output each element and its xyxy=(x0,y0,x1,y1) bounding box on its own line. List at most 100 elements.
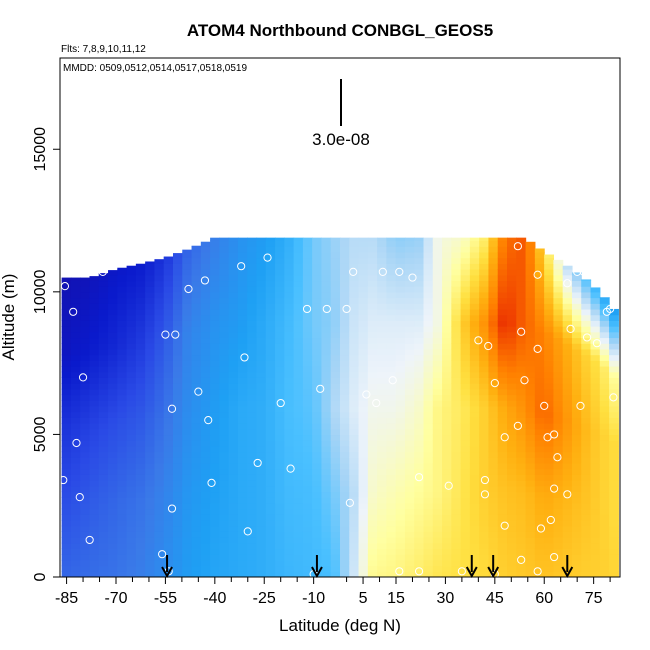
heatmap-cell xyxy=(581,445,592,453)
heatmap-cell xyxy=(581,388,592,396)
heatmap-cell xyxy=(497,571,508,577)
heatmap-cell xyxy=(191,354,202,361)
heatmap-cell xyxy=(172,457,183,464)
heatmap-cell xyxy=(404,462,415,470)
heatmap-cell xyxy=(228,405,239,413)
heatmap-cell xyxy=(228,491,239,498)
heatmap-cell xyxy=(479,269,490,276)
heatmap-cell xyxy=(256,286,267,293)
heatmap-cell xyxy=(386,571,397,577)
heatmap-cell xyxy=(423,303,434,310)
heatmap-cell xyxy=(182,531,193,538)
heatmap-cell xyxy=(358,417,369,424)
heatmap-cell xyxy=(590,480,601,487)
heatmap-cell xyxy=(247,237,258,242)
heatmap-cell xyxy=(293,462,304,470)
heatmap-cell xyxy=(108,343,118,350)
heatmap-cell xyxy=(460,286,471,293)
heatmap-cell xyxy=(451,440,462,447)
heatmap-cell xyxy=(349,519,360,527)
heatmap-cell xyxy=(497,291,508,299)
heatmap-cell xyxy=(117,274,128,282)
heatmap-cell xyxy=(256,474,267,481)
heatmap-cell xyxy=(89,405,100,413)
heatmap-cell xyxy=(599,462,610,470)
heatmap-cell xyxy=(200,417,211,424)
heatmap-cell xyxy=(237,383,248,390)
heatmap-cell xyxy=(553,331,564,339)
heatmap-cell xyxy=(312,343,323,350)
heatmap-cell xyxy=(330,237,341,242)
heatmap-cell xyxy=(497,434,508,441)
heatmap-cell xyxy=(367,428,378,436)
heatmap-cell xyxy=(507,360,517,367)
heatmap-cell xyxy=(377,360,387,367)
heatmap-cell xyxy=(488,297,499,304)
heatmap-cell xyxy=(145,411,156,418)
heatmap-cell xyxy=(256,263,267,270)
heatmap-cell xyxy=(414,263,425,270)
heatmap-cell xyxy=(61,277,72,282)
heatmap-cell xyxy=(377,445,387,453)
heatmap-cell xyxy=(321,451,332,458)
heatmap-cell xyxy=(98,280,109,287)
heatmap-cell xyxy=(544,554,555,561)
heatmap-cell xyxy=(609,388,619,396)
heatmap-cell xyxy=(488,514,499,521)
heatmap-cell xyxy=(135,320,146,327)
sample-point xyxy=(533,344,542,353)
heatmap-cell xyxy=(377,303,387,310)
heatmap-cell xyxy=(377,457,387,464)
heatmap-cell xyxy=(89,554,100,561)
heatmap-cell xyxy=(321,337,332,344)
heatmap-cell xyxy=(61,314,72,321)
heatmap-cell xyxy=(516,297,527,304)
heatmap-cell xyxy=(293,457,304,464)
heatmap-cell xyxy=(321,297,332,304)
heatmap-cell xyxy=(70,514,81,521)
heatmap-cell xyxy=(108,280,118,287)
heatmap-cell xyxy=(581,365,592,373)
heatmap-cell xyxy=(210,337,220,344)
heatmap-cell xyxy=(414,280,425,287)
heatmap-cell xyxy=(247,251,258,259)
heatmap-cell xyxy=(349,331,360,339)
heatmap-cell xyxy=(562,474,573,481)
heatmap-cell xyxy=(210,303,220,310)
heatmap-cell xyxy=(451,354,462,361)
heatmap-cell xyxy=(451,571,462,577)
heatmap-cell xyxy=(275,565,285,572)
heatmap-cell xyxy=(219,531,230,538)
heatmap-cell xyxy=(534,497,545,504)
heatmap-cell xyxy=(562,265,573,270)
heatmap-cell xyxy=(302,508,313,515)
heatmap-cell xyxy=(516,251,527,259)
heatmap-cell xyxy=(70,440,81,447)
heatmap-cell xyxy=(358,354,369,361)
heatmap-cell xyxy=(553,377,564,384)
heatmap-cell xyxy=(265,531,276,538)
heatmap-cell xyxy=(442,320,452,327)
heatmap-cell xyxy=(507,559,517,567)
heatmap-cell xyxy=(135,440,146,447)
heatmap-cell xyxy=(423,337,434,344)
heatmap-cell xyxy=(442,571,452,577)
heatmap-cell xyxy=(488,502,499,510)
heatmap-cell xyxy=(330,286,341,293)
heatmap-cell xyxy=(404,308,415,316)
heatmap-cell xyxy=(126,525,137,532)
heatmap-cell xyxy=(497,286,508,293)
heatmap-cell xyxy=(126,365,137,373)
heatmap-cell xyxy=(423,445,434,453)
heatmap-cell xyxy=(265,554,276,561)
heatmap-cell xyxy=(61,354,72,361)
heatmap-cell xyxy=(358,237,369,242)
heatmap-cell xyxy=(145,308,156,316)
heatmap-cell xyxy=(70,354,81,361)
heatmap-cell xyxy=(256,360,267,367)
heatmap-cell xyxy=(349,337,360,344)
heatmap-cell xyxy=(321,480,332,487)
heatmap-cell xyxy=(330,291,341,299)
heatmap-cell xyxy=(404,237,415,242)
heatmap-cell xyxy=(451,308,462,316)
